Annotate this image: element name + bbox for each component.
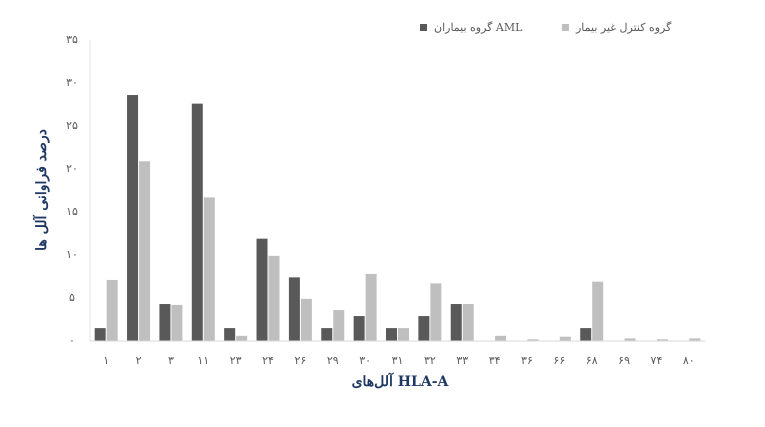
bar [127, 95, 139, 341]
x-tick-label: ۶۶ [553, 354, 565, 367]
bar [365, 273, 377, 341]
bar [624, 338, 636, 341]
bar [268, 255, 280, 341]
legend-label: گروه کنترل غیر بیمار [575, 21, 672, 34]
bar [450, 304, 462, 341]
bar [580, 328, 592, 341]
x-tick-label: ۶۹ [618, 354, 630, 367]
bar [224, 328, 236, 341]
y-tick-label: ۱۵ [66, 205, 78, 218]
x-tick-label: ۳ [168, 354, 174, 367]
bar [495, 335, 507, 341]
x-tick-label: ۲۶ [294, 354, 306, 367]
x-tick-label: ۲۳ [230, 354, 242, 367]
bar [689, 338, 701, 341]
x-axis-title: آلل‌های HLA-A [352, 372, 450, 390]
bar [236, 335, 248, 341]
x-tick-label: ۳۱ [392, 354, 404, 367]
legend-swatch [562, 24, 569, 31]
y-tick-label: ۲۰ [66, 162, 78, 175]
y-tick-label: ۵ [69, 291, 75, 304]
bar [333, 310, 345, 341]
bar [386, 328, 397, 341]
bar [203, 197, 215, 341]
bar [300, 298, 312, 341]
y-tick-label: ۳۰ [66, 76, 78, 89]
y-tick-label: ۲۵ [66, 119, 78, 132]
x-tick-label: ۲ [136, 354, 142, 367]
bar [527, 339, 539, 341]
bar [462, 304, 474, 341]
bar [353, 316, 365, 341]
bar [288, 277, 300, 341]
bar [159, 304, 171, 341]
y-axis-title: درصد فراوانی آلل ها [32, 129, 50, 251]
x-tick-label: ۳۴ [489, 354, 501, 367]
y-tick-label: ۱۰ [66, 248, 78, 261]
bar [398, 328, 409, 341]
bar [592, 281, 604, 341]
y-tick-label: ۰ [69, 334, 75, 347]
y-tick-label: ۳۵ [66, 33, 78, 46]
bar [106, 279, 118, 341]
bar [94, 328, 106, 341]
x-tick-label: ۳۲ [424, 354, 436, 367]
legend-label: گروه بیماران AML [434, 21, 523, 34]
bar [656, 339, 668, 341]
bar [430, 283, 442, 341]
x-tick-label: ۷۴ [651, 354, 663, 367]
x-tick-label: ۲۹ [327, 354, 339, 367]
x-tick-label: ۶۸ [586, 354, 598, 367]
x-tick-label: ۸۰ [683, 354, 695, 367]
x-tick-label: ۳۶ [521, 354, 533, 367]
bar [418, 316, 430, 341]
x-tick-label: ۱ [103, 354, 109, 367]
x-tick-label: ۱۱ [197, 354, 209, 367]
bar [321, 328, 333, 341]
bar [191, 103, 203, 341]
bar [139, 161, 151, 341]
bar [256, 238, 268, 341]
bar [559, 336, 571, 341]
bar [171, 304, 183, 341]
legend-swatch [420, 24, 427, 31]
x-tick-label: ۲۴ [262, 354, 274, 367]
x-tick-label: ۳۳ [456, 354, 468, 367]
x-tick-label: ۳۰ [359, 354, 371, 367]
